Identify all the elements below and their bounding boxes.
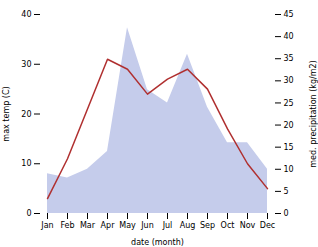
svg-text:30: 30 [284, 76, 294, 85]
svg-text:5: 5 [284, 187, 289, 196]
svg-text:Aug: Aug [180, 221, 196, 230]
svg-text:Sep: Sep [200, 221, 215, 230]
svg-text:Feb: Feb [60, 221, 74, 230]
svg-text:Mar: Mar [80, 221, 96, 230]
svg-text:45: 45 [284, 10, 294, 19]
svg-text:25: 25 [284, 99, 294, 108]
svg-text:20: 20 [21, 110, 31, 119]
svg-text:max temp (C): max temp (C) [2, 86, 11, 141]
svg-text:Dec: Dec [260, 221, 275, 230]
svg-text:0: 0 [26, 209, 31, 218]
svg-text:med. precipitation (kg/m2): med. precipitation (kg/m2) [309, 60, 318, 167]
svg-text:Nov: Nov [240, 221, 256, 230]
svg-text:20: 20 [284, 121, 294, 130]
svg-text:Jul: Jul [162, 221, 173, 230]
svg-text:date (month): date (month) [131, 238, 184, 247]
svg-text:40: 40 [284, 32, 294, 41]
svg-text:May: May [119, 221, 136, 230]
svg-text:10: 10 [284, 165, 294, 174]
svg-text:0: 0 [284, 209, 289, 218]
svg-text:Apr: Apr [101, 221, 116, 230]
svg-text:15: 15 [284, 143, 294, 152]
svg-text:10: 10 [21, 159, 31, 168]
svg-text:Oct: Oct [221, 221, 235, 230]
svg-text:40: 40 [21, 10, 31, 19]
svg-text:Jun: Jun [140, 221, 154, 230]
svg-text:35: 35 [284, 54, 294, 63]
svg-text:Jan: Jan [40, 221, 53, 230]
svg-text:30: 30 [21, 60, 31, 69]
